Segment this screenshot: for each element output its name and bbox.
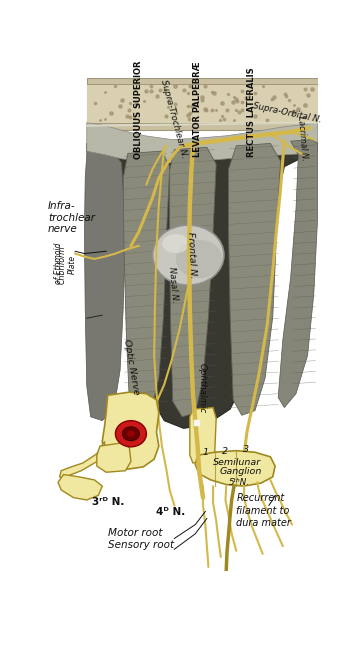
- Text: RECTUS LATERALIS: RECTUS LATERALIS: [247, 68, 256, 157]
- Polygon shape: [60, 441, 104, 478]
- Text: 1: 1: [202, 448, 208, 458]
- Text: 2: 2: [222, 447, 228, 456]
- Polygon shape: [87, 84, 318, 123]
- Text: 5ᵗʰN.: 5ᵗʰN.: [229, 478, 250, 487]
- Text: Frontal N.: Frontal N.: [186, 231, 197, 279]
- Polygon shape: [87, 141, 318, 428]
- Polygon shape: [87, 123, 318, 162]
- Ellipse shape: [115, 421, 146, 447]
- Text: Cribriform
Plate: Cribriform Plate: [58, 246, 77, 284]
- Text: 4ᴰ N.: 4ᴰ N.: [156, 508, 186, 517]
- Ellipse shape: [122, 427, 139, 441]
- Polygon shape: [97, 443, 131, 473]
- Polygon shape: [84, 148, 126, 421]
- Ellipse shape: [152, 225, 224, 285]
- Text: of Ethmoid: of Ethmoid: [54, 242, 62, 284]
- Polygon shape: [58, 474, 102, 500]
- Text: Sensory root: Sensory root: [108, 540, 174, 550]
- Text: Recurrent
filament to
dura mater: Recurrent filament to dura mater: [236, 493, 291, 528]
- Polygon shape: [87, 78, 318, 131]
- Text: Motor root: Motor root: [108, 528, 162, 538]
- Text: Nasal N.: Nasal N.: [167, 266, 179, 304]
- Polygon shape: [195, 450, 275, 486]
- Ellipse shape: [176, 240, 222, 278]
- Text: Semilunar: Semilunar: [213, 458, 261, 467]
- Text: OBLIQUUS SUPERIOR: OBLIQUUS SUPERIOR: [134, 60, 143, 159]
- Text: Ophthalmic: Ophthalmic: [198, 363, 207, 413]
- Polygon shape: [190, 408, 216, 463]
- Polygon shape: [123, 151, 170, 415]
- Text: LEVATOR PALPEBRÆ: LEVATOR PALPEBRÆ: [193, 61, 202, 157]
- Text: Supra-Orbital N.: Supra-Orbital N.: [252, 101, 322, 125]
- Ellipse shape: [162, 234, 190, 254]
- Text: 3ʳᴰ N.: 3ʳᴰ N.: [92, 497, 125, 508]
- Text: Lacrimal N.: Lacrimal N.: [296, 115, 309, 161]
- Polygon shape: [229, 144, 281, 415]
- Text: 3: 3: [243, 445, 249, 454]
- Polygon shape: [278, 140, 318, 408]
- Ellipse shape: [127, 431, 135, 437]
- Polygon shape: [102, 392, 159, 469]
- Text: Infra-
trochlear
nerve: Infra- trochlear nerve: [48, 202, 95, 235]
- Text: Optic Nerve: Optic Nerve: [122, 339, 140, 396]
- Polygon shape: [170, 148, 216, 417]
- Text: Supra-Trochlear N.: Supra-Trochlear N.: [159, 78, 189, 159]
- Text: Ganglion: Ganglion: [219, 467, 262, 476]
